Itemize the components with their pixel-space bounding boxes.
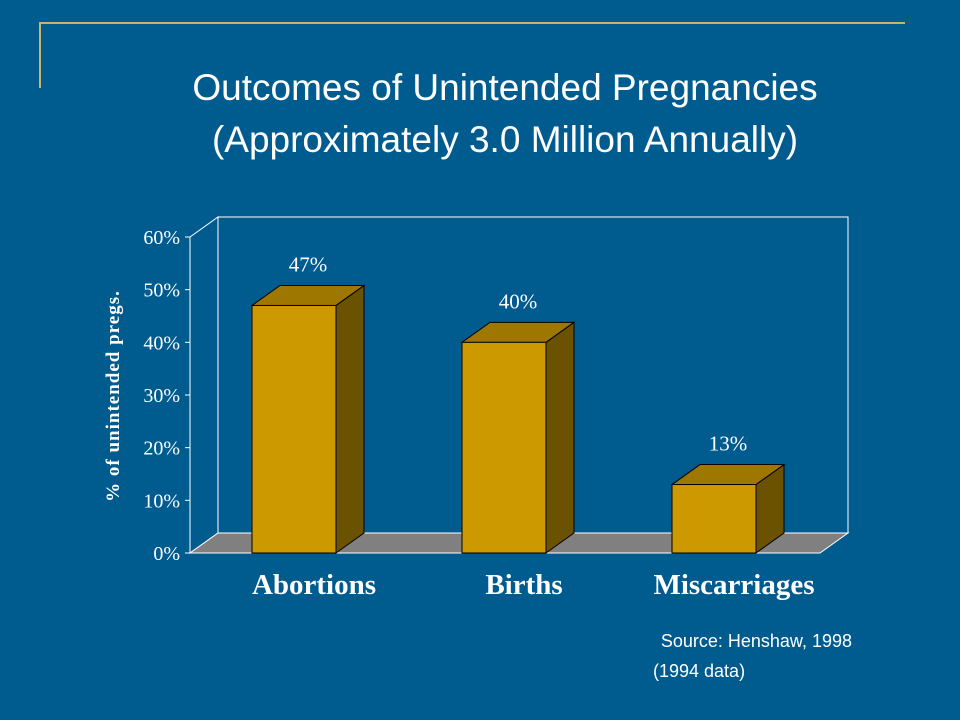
bar-front — [671, 484, 757, 554]
bar-front — [251, 304, 337, 554]
bar-miscarriages — [670, 463, 786, 554]
data-label: 47% — [289, 252, 328, 276]
bar-side — [545, 321, 575, 554]
bar-abortions — [250, 284, 366, 554]
y-tick-label: 50% — [143, 280, 180, 302]
category-labels: Abortions Births Miscarriages — [252, 569, 815, 601]
y-axis-ticks: 0% 10% 20% 30% 40% 50% 60% — [143, 227, 190, 565]
plot-side-wall — [189, 216, 219, 554]
bars — [250, 284, 786, 554]
data-label: 13% — [709, 432, 748, 456]
source-note: Source: Henshaw, 1998 (1994 data) — [560, 626, 880, 686]
bar-births — [460, 321, 576, 554]
source-line-2: (1994 data) — [653, 661, 746, 681]
source-line-1: Source: Henshaw, 1998 — [660, 631, 852, 651]
y-tick-label: 10% — [143, 490, 180, 512]
y-tick-label: 40% — [143, 332, 180, 354]
decorative-horizontal-line — [39, 22, 905, 24]
y-tick-label: 0% — [153, 543, 180, 565]
category-label: Abortions — [252, 569, 376, 601]
slide-title-line-2: (Approximately 3.0 Million Annually) — [211, 119, 799, 160]
category-label: Births — [485, 569, 562, 601]
y-tick-label: 20% — [143, 438, 180, 460]
slide-title: Outcomes of Unintended Pregnancies (Appr… — [0, 62, 960, 166]
y-tick-label: 30% — [143, 385, 180, 407]
data-label: 40% — [499, 289, 538, 313]
bar-front — [461, 341, 547, 554]
slide-title-line-1: Outcomes of Unintended Pregnancies — [192, 67, 818, 108]
bar-side — [335, 284, 365, 554]
y-axis-label: % of unintended pregs. — [103, 290, 124, 502]
category-label: Miscarriages — [653, 569, 814, 601]
y-tick-label: 60% — [143, 227, 180, 249]
data-labels: 47% 40% 13% — [289, 252, 748, 455]
decorative-vertical-line — [39, 22, 41, 88]
